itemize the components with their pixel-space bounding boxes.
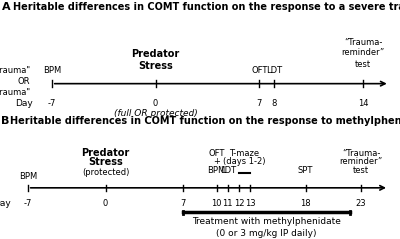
Text: Stress: Stress bbox=[138, 60, 173, 71]
Text: 0: 0 bbox=[153, 99, 158, 109]
Text: 0: 0 bbox=[103, 199, 108, 208]
Text: BPM: BPM bbox=[208, 166, 226, 175]
Text: reminder”: reminder” bbox=[340, 157, 383, 166]
Text: "Low trauma": "Low trauma" bbox=[0, 87, 30, 97]
Text: B: B bbox=[1, 116, 10, 126]
Text: 14: 14 bbox=[358, 99, 368, 109]
Text: OR: OR bbox=[17, 77, 30, 86]
Text: reminder”: reminder” bbox=[341, 48, 384, 57]
Text: 23: 23 bbox=[356, 199, 366, 208]
Text: OFT: OFT bbox=[208, 149, 225, 158]
Text: Treatment with methylphenidate: Treatment with methylphenidate bbox=[192, 217, 341, 226]
Text: (protected): (protected) bbox=[82, 168, 129, 177]
Text: test: test bbox=[353, 166, 369, 175]
Text: 10: 10 bbox=[212, 199, 222, 208]
Text: 18: 18 bbox=[300, 199, 311, 208]
Text: “Trauma-: “Trauma- bbox=[344, 38, 382, 47]
Text: test: test bbox=[355, 60, 371, 69]
Text: Predator: Predator bbox=[132, 49, 180, 59]
Text: "High trauma": "High trauma" bbox=[0, 66, 30, 75]
Text: -7: -7 bbox=[24, 199, 32, 208]
Text: 7: 7 bbox=[181, 199, 186, 208]
Text: 8: 8 bbox=[271, 99, 277, 109]
Text: SPT: SPT bbox=[298, 166, 313, 175]
Text: A: A bbox=[2, 2, 10, 12]
Text: LDT: LDT bbox=[220, 166, 236, 175]
Text: Day: Day bbox=[15, 99, 32, 109]
Text: 11: 11 bbox=[222, 199, 233, 208]
Text: (days 1-2): (days 1-2) bbox=[223, 157, 266, 166]
Text: 12: 12 bbox=[234, 199, 244, 208]
Text: BPM: BPM bbox=[43, 66, 61, 75]
Text: OFT: OFT bbox=[251, 66, 268, 75]
Text: “Trauma-: “Trauma- bbox=[342, 149, 380, 158]
Text: BPM: BPM bbox=[19, 172, 37, 181]
Text: -7: -7 bbox=[48, 99, 56, 109]
Text: Heritable differences in COMT function on the response to methylphenidate: Heritable differences in COMT function o… bbox=[10, 116, 400, 126]
Text: 7: 7 bbox=[256, 99, 262, 109]
Text: 13: 13 bbox=[245, 199, 255, 208]
Text: (0 or 3 mg/kg IP daily): (0 or 3 mg/kg IP daily) bbox=[216, 229, 317, 238]
Text: LDT: LDT bbox=[266, 66, 282, 75]
Text: Stress: Stress bbox=[88, 157, 123, 167]
Text: Predator: Predator bbox=[82, 148, 130, 158]
Text: T-maze: T-maze bbox=[229, 149, 260, 158]
Text: Day: Day bbox=[0, 199, 11, 208]
Text: Heritable differences in COMT function on the response to a severe trauma: Heritable differences in COMT function o… bbox=[13, 2, 400, 12]
Text: (full OR protected): (full OR protected) bbox=[114, 109, 198, 118]
Text: +: + bbox=[213, 157, 220, 166]
